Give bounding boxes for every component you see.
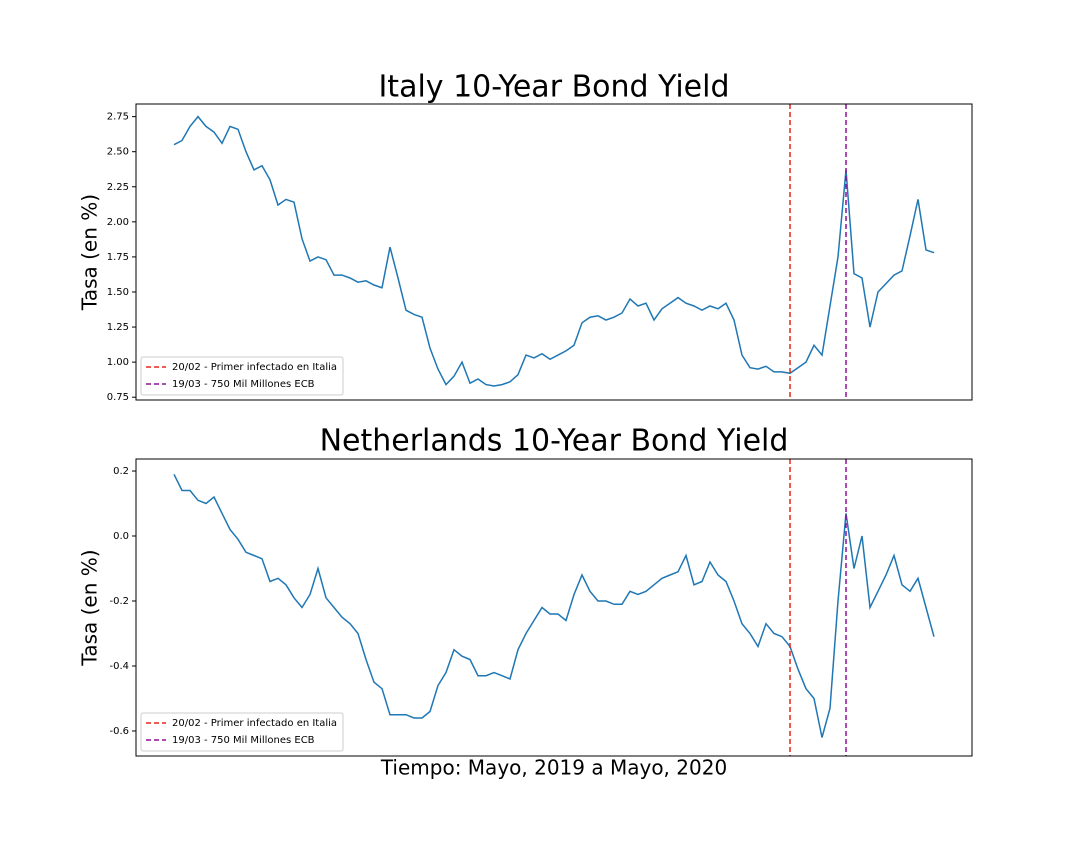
legend-label: 19/03 - 750 Mil Millones ECB xyxy=(172,735,315,746)
y-tick-label: -0.6 xyxy=(109,726,129,737)
y-tick-label: 1.00 xyxy=(107,357,129,368)
legend-box xyxy=(140,356,344,396)
y-tick-label: 2.50 xyxy=(107,147,129,158)
y-tick-label: 0.75 xyxy=(107,392,129,403)
plot-frame xyxy=(135,458,973,757)
chart-title: Netherlands 10-Year Bond Yield xyxy=(320,424,789,459)
y-tick-label: 1.25 xyxy=(107,322,129,333)
legend-label: 20/02 - Primer infectado en Italia xyxy=(172,718,337,729)
y-tick-label: 1.75 xyxy=(107,252,129,263)
y-axis-label: Tasa (en %) xyxy=(78,549,102,666)
legend-label: 19/03 - 750 Mil Millones ECB xyxy=(172,379,315,390)
legend-label: 20/02 - Primer infectado en Italia xyxy=(172,362,337,373)
y-tick-label: 1.50 xyxy=(107,287,129,298)
y-tick-label: -0.4 xyxy=(109,661,129,672)
x-axis-label: Tiempo: Mayo, 2019 a Mayo, 2020 xyxy=(380,756,727,780)
data-line xyxy=(173,473,935,738)
y-tick-label: 2.25 xyxy=(107,182,129,193)
chart-title: Italy 10-Year Bond Yield xyxy=(378,70,729,105)
y-tick-label: 0.0 xyxy=(113,531,129,542)
y-axis-label: Tasa (en %) xyxy=(78,194,102,311)
plot-frame xyxy=(135,103,973,401)
legend-box xyxy=(140,712,344,752)
y-tick-label: 2.75 xyxy=(107,112,129,123)
y-tick-label: 2.00 xyxy=(107,217,129,228)
y-tick-label: 0.2 xyxy=(113,466,129,477)
y-tick-label: -0.2 xyxy=(109,596,129,607)
data-line xyxy=(173,115,935,387)
